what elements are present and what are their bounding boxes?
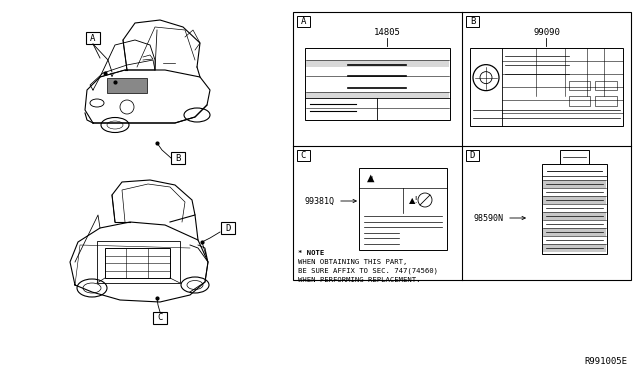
Bar (107, 78, 147, 93)
Bar (595, 81, 617, 90)
Bar (297, 150, 310, 161)
Bar (466, 16, 479, 27)
Bar (221, 222, 235, 234)
Bar (543, 180, 606, 188)
Text: 99090: 99090 (533, 28, 560, 36)
Bar (466, 150, 479, 161)
Bar (470, 48, 623, 126)
Text: C: C (157, 314, 163, 323)
Bar (153, 312, 167, 324)
Text: WHEN OBTAINING THIS PART,: WHEN OBTAINING THIS PART, (298, 259, 408, 265)
Text: 98590N: 98590N (474, 214, 504, 222)
Bar (543, 196, 606, 204)
Bar (105, 248, 170, 278)
Text: ▲!: ▲! (409, 196, 419, 205)
Bar (359, 168, 447, 250)
Bar (293, 12, 631, 280)
Text: C: C (301, 151, 306, 160)
Bar (305, 48, 450, 120)
Bar (543, 212, 606, 220)
Bar (97, 241, 180, 283)
Text: A: A (301, 17, 306, 26)
Text: R991005E: R991005E (584, 357, 627, 366)
Text: WHEN PERFORMING REPLACEMENT.: WHEN PERFORMING REPLACEMENT. (298, 277, 420, 283)
Text: D: D (225, 224, 230, 232)
Text: 99381Q: 99381Q (305, 196, 335, 205)
Bar (306, 60, 449, 67)
Text: D: D (470, 151, 475, 160)
Bar (543, 244, 606, 252)
Bar (595, 96, 617, 106)
Text: 14805: 14805 (374, 28, 401, 36)
Bar (543, 228, 606, 236)
Bar (171, 152, 185, 164)
Bar (568, 96, 590, 106)
Text: B: B (175, 154, 180, 163)
Bar (568, 81, 590, 90)
Text: ▲: ▲ (367, 173, 375, 183)
Text: A: A (90, 33, 96, 42)
Bar (297, 16, 310, 27)
Bar (560, 150, 589, 164)
Text: BE SURE AFFIX TO SEC. 747(74560): BE SURE AFFIX TO SEC. 747(74560) (298, 268, 438, 274)
Bar (306, 92, 449, 99)
Text: !: ! (370, 176, 372, 180)
Bar (86, 32, 100, 44)
Bar (542, 164, 607, 254)
Text: B: B (470, 17, 475, 26)
Text: * NOTE: * NOTE (298, 250, 324, 256)
